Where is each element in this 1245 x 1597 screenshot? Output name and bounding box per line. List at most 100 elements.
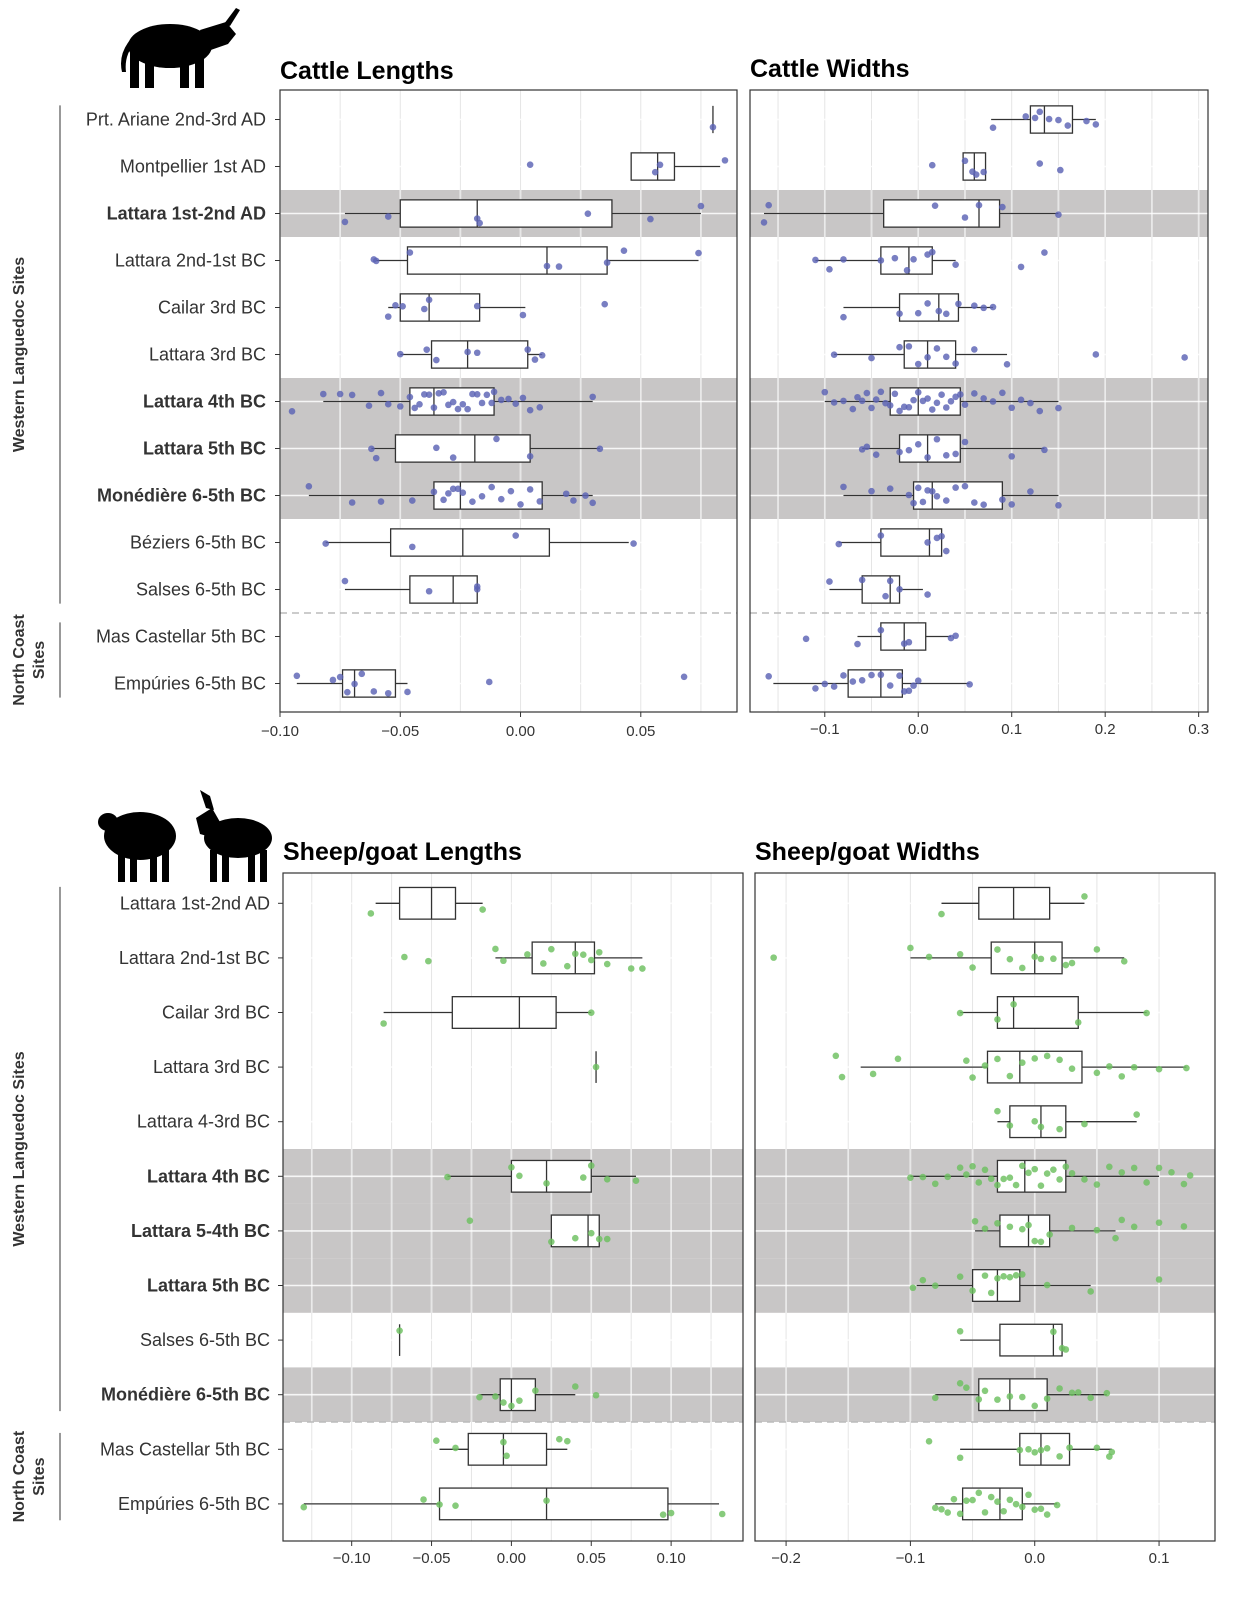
data-point (994, 1055, 1001, 1063)
data-point (603, 960, 611, 968)
data-point (956, 950, 964, 958)
boxplot-4 (370, 246, 702, 275)
box (399, 199, 613, 228)
group-label: North Coast Sites (11, 1430, 48, 1522)
data-point (1031, 1055, 1039, 1062)
data-point (1155, 1065, 1163, 1073)
category-label: Salses 6-5th BC (140, 1330, 270, 1350)
data-point (1081, 1120, 1088, 1128)
data-point (1045, 115, 1053, 123)
panel-border (282, 872, 744, 1542)
data-point (396, 1327, 403, 1334)
x-tick-label: 0.05 (626, 723, 655, 740)
data-point (961, 157, 969, 165)
category-label: Lattara 5th BC (147, 1276, 270, 1296)
boxplot-3 (341, 199, 705, 228)
data-point (919, 1276, 927, 1284)
data-point (835, 540, 843, 548)
data-point (980, 395, 987, 402)
data-point (1050, 1166, 1057, 1173)
data-point (697, 202, 705, 210)
data-point (444, 1173, 451, 1181)
category-label: Empúries 6-5th BC (114, 674, 266, 694)
data-point (969, 1163, 976, 1170)
boxplot-9 (840, 481, 1062, 510)
data-point (868, 404, 875, 412)
data-point (1143, 1009, 1150, 1017)
data-point (1168, 1169, 1175, 1176)
data-point (924, 395, 931, 402)
data-point (947, 397, 955, 405)
boxplot-10 (476, 1378, 600, 1412)
data-point (938, 533, 945, 540)
x-tick-label: −0.10 (333, 1550, 371, 1567)
data-point (473, 390, 481, 398)
data-point (928, 248, 936, 256)
data-point (1012, 1181, 1020, 1189)
data-point (1018, 1393, 1026, 1401)
data-point (877, 532, 885, 539)
box (883, 199, 1001, 228)
data-point (963, 1384, 970, 1391)
category-label: Prt. Ariane 2nd-3rd AD (86, 110, 266, 130)
data-point (910, 396, 917, 404)
box (406, 246, 608, 275)
data-point (872, 396, 880, 403)
data-point (928, 406, 936, 413)
data-point (849, 678, 857, 685)
goat-silhouette-icon (196, 790, 272, 882)
data-point (587, 1162, 595, 1169)
data-point (891, 254, 899, 262)
data-point (849, 405, 857, 413)
data-point (933, 435, 941, 443)
data-point (500, 1399, 507, 1406)
boxplot-5 (840, 293, 997, 322)
boxplot-4 (812, 246, 1048, 275)
data-point (473, 349, 481, 357)
data-point (905, 638, 913, 646)
data-point (1031, 1118, 1039, 1125)
data-point (765, 201, 772, 209)
data-point (464, 405, 471, 413)
data-point (987, 1289, 995, 1297)
data-point (896, 448, 903, 456)
data-point (891, 390, 899, 398)
data-point (903, 267, 911, 274)
data-point (421, 391, 428, 398)
data-point (526, 486, 534, 493)
data-point (1041, 446, 1048, 454)
boxplot-13 (765, 669, 973, 698)
data-point (1031, 1237, 1039, 1245)
group-label: Western Languedoc Sites (11, 1051, 28, 1246)
data-point (931, 202, 939, 209)
panel-4: Sheep/goat Widths −0.2 −0.1 0.0 0.1 (754, 838, 1216, 1567)
data-point (1055, 502, 1062, 509)
boxplot-3 (760, 199, 1062, 228)
data-point (490, 388, 498, 396)
data-point (1036, 407, 1044, 415)
data-point (914, 388, 922, 396)
data-point (971, 302, 978, 309)
data-point (587, 1229, 595, 1237)
data-point (840, 672, 847, 679)
x-tick-label: 0.2 (1095, 721, 1116, 738)
data-point (503, 1452, 510, 1460)
data-point (507, 487, 515, 495)
data-point (368, 445, 375, 453)
data-point (905, 403, 913, 411)
data-point (500, 1438, 507, 1446)
category-label: Montpellier 1st AD (120, 157, 266, 177)
data-point (975, 1489, 983, 1497)
data-point (1031, 953, 1039, 960)
category-label: Lattara 4th BC (147, 1166, 270, 1186)
data-point (999, 389, 1006, 397)
boxplot-1 (938, 886, 1088, 920)
data-point (1016, 1446, 1024, 1454)
data-point (571, 950, 579, 958)
data-point (840, 397, 847, 405)
box (861, 575, 901, 604)
data-point (1155, 1164, 1163, 1172)
data-point (1081, 1176, 1088, 1183)
x-tick-label: −0.1 (810, 721, 840, 738)
boxplot-6 (396, 340, 546, 369)
